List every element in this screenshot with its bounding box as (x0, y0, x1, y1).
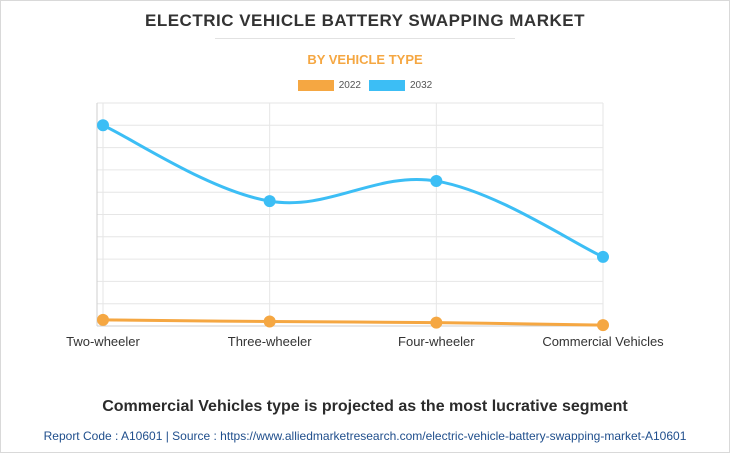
legend-label-2032: 2032 (410, 80, 433, 91)
x-tick-label: Four-wheeler (398, 334, 475, 349)
legend-swatch-2022 (297, 80, 334, 91)
key-finding-text: Commercial Vehicles type is projected as… (102, 398, 628, 415)
x-tick-label: Commercial Vehicles (542, 334, 664, 349)
data-point-2032-3 (597, 250, 609, 263)
data-point-2022-2 (430, 316, 443, 329)
x-tick-label: Three-wheeler (228, 334, 312, 349)
chart-subtitle: BY VEHICLE TYPE (307, 52, 423, 67)
chart-title: ELECTRIC VEHICLE BATTERY SWAPPING MARKET (145, 11, 585, 30)
x-tick-label: Two-wheeler (66, 334, 140, 349)
data-point-2022-1 (263, 315, 276, 328)
data-point-2032-1 (263, 195, 276, 208)
data-point-2032-0 (97, 119, 109, 132)
data-point-2022-3 (597, 319, 609, 332)
data-point-2032-2 (430, 175, 443, 188)
legend-label-2022: 2022 (338, 80, 361, 91)
series-line-2022 (101, 318, 605, 327)
data-point-2022-0 (97, 313, 109, 326)
legend-swatch-2032 (369, 80, 405, 91)
legend: 2022 2032 (0, 80, 730, 91)
title-divider (215, 38, 515, 39)
source-citation[interactable]: Report Code : A10601 | Source : https://… (43, 429, 687, 443)
legend-item-2022[interactable]: 2022 (297, 80, 361, 91)
series-line-2032 (101, 123, 605, 259)
legend-item-2032[interactable]: 2032 (369, 80, 432, 91)
